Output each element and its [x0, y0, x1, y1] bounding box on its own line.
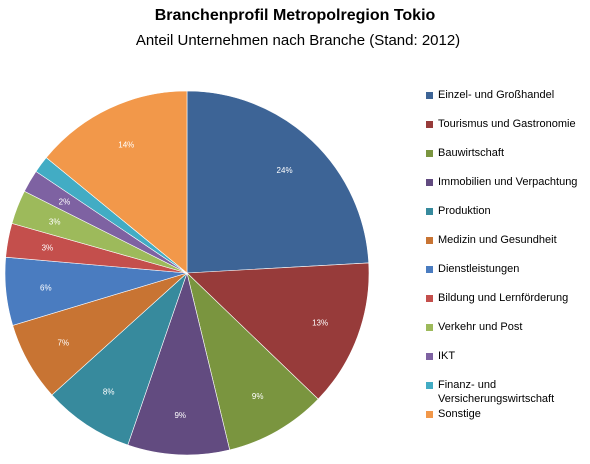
- pie-slice-4: [51, 272, 188, 446]
- data-label-7: 3%: [42, 243, 54, 252]
- data-label-0: 24%: [277, 166, 293, 175]
- chart-legend: Einzel- und Großhandel Tourismus und Gast…: [426, 88, 588, 421]
- legend-item-9: IKT: [426, 349, 588, 363]
- pie-data-labels: 24% 13% 9% 9% 8% 7% 6% 3% 3% 2% 14%: [40, 141, 328, 420]
- legend-item-0: Einzel- und Großhandel: [426, 88, 588, 102]
- legend-item-8: Verkehr und Post: [426, 320, 588, 334]
- legend-swatch-0: [426, 92, 433, 99]
- legend-label-4: Produktion: [438, 205, 491, 217]
- legend-swatch-2: [426, 150, 433, 157]
- legend-label-9: IKT: [438, 350, 456, 362]
- legend-item-5: Medizin und Gesundheit: [426, 233, 588, 247]
- legend-swatch-3: [426, 179, 433, 186]
- pie-slices: [4, 90, 370, 456]
- data-label-4: 8%: [103, 387, 115, 396]
- legend-label-8: Verkehr und Post: [438, 321, 523, 333]
- data-label-5: 7%: [58, 339, 70, 348]
- legend-swatch-7: [426, 295, 433, 302]
- legend-label-11: Sonstige: [438, 408, 481, 420]
- pie-slice-0: [186, 90, 370, 274]
- chart-title: Branchenprofil Metropolregion Tokio: [154, 7, 436, 24]
- pie-slice-2: [186, 272, 319, 451]
- chart-subtitle: Anteil Unternehmen nach Branche (Stand: …: [135, 32, 461, 49]
- pie-slice-3: [127, 271, 231, 456]
- legend-item-10: Finanz- und Versicherungswirtschaft: [426, 378, 588, 406]
- legend-swatch-6: [426, 266, 433, 273]
- legend-swatch-9: [426, 353, 433, 360]
- data-label-2: 9%: [252, 392, 264, 401]
- data-label-1: 13%: [312, 318, 328, 327]
- pie-slice-1: [186, 262, 370, 400]
- data-label-11: 14%: [118, 141, 134, 150]
- legend-label-3: Immobilien und Verpachtung: [438, 176, 578, 188]
- pie-slice-11: [45, 90, 188, 274]
- legend-label-2: Bauwirtschaft: [438, 147, 505, 159]
- data-label-6: 6%: [40, 284, 52, 293]
- legend-label-7: Bildung und Lernförderung: [438, 292, 569, 304]
- legend-item-3: Immobilien und Verpachtung: [426, 175, 588, 189]
- legend-item-7: Bildung und Lernförderung: [426, 291, 588, 305]
- legend-label-6: Dienstleistungen: [438, 263, 520, 275]
- legend-swatch-8: [426, 324, 433, 331]
- legend-label-1: Tourismus und Gastronomie: [438, 118, 576, 130]
- legend-item-2: Bauwirtschaft: [426, 146, 588, 160]
- legend-label-0: Einzel- und Großhandel: [438, 89, 555, 101]
- data-label-9: 2%: [59, 197, 71, 206]
- legend-item-1: Tourismus und Gastronomie: [426, 117, 588, 131]
- legend-item-6: Dienstleistungen: [426, 262, 588, 276]
- legend-item-11: Sonstige: [426, 407, 588, 421]
- legend-swatch-4: [426, 208, 433, 215]
- legend-label-10: Finanz- und Versicherungswirtschaft: [438, 379, 555, 405]
- legend-swatch-5: [426, 237, 433, 244]
- legend-swatch-1: [426, 121, 433, 128]
- legend-item-4: Produktion: [426, 204, 588, 218]
- data-label-8: 3%: [49, 218, 61, 227]
- data-label-3: 9%: [174, 411, 186, 420]
- legend-label-5: Medizin und Gesundheit: [438, 234, 557, 246]
- legend-swatch-11: [426, 411, 433, 418]
- legend-swatch-10: [426, 382, 433, 389]
